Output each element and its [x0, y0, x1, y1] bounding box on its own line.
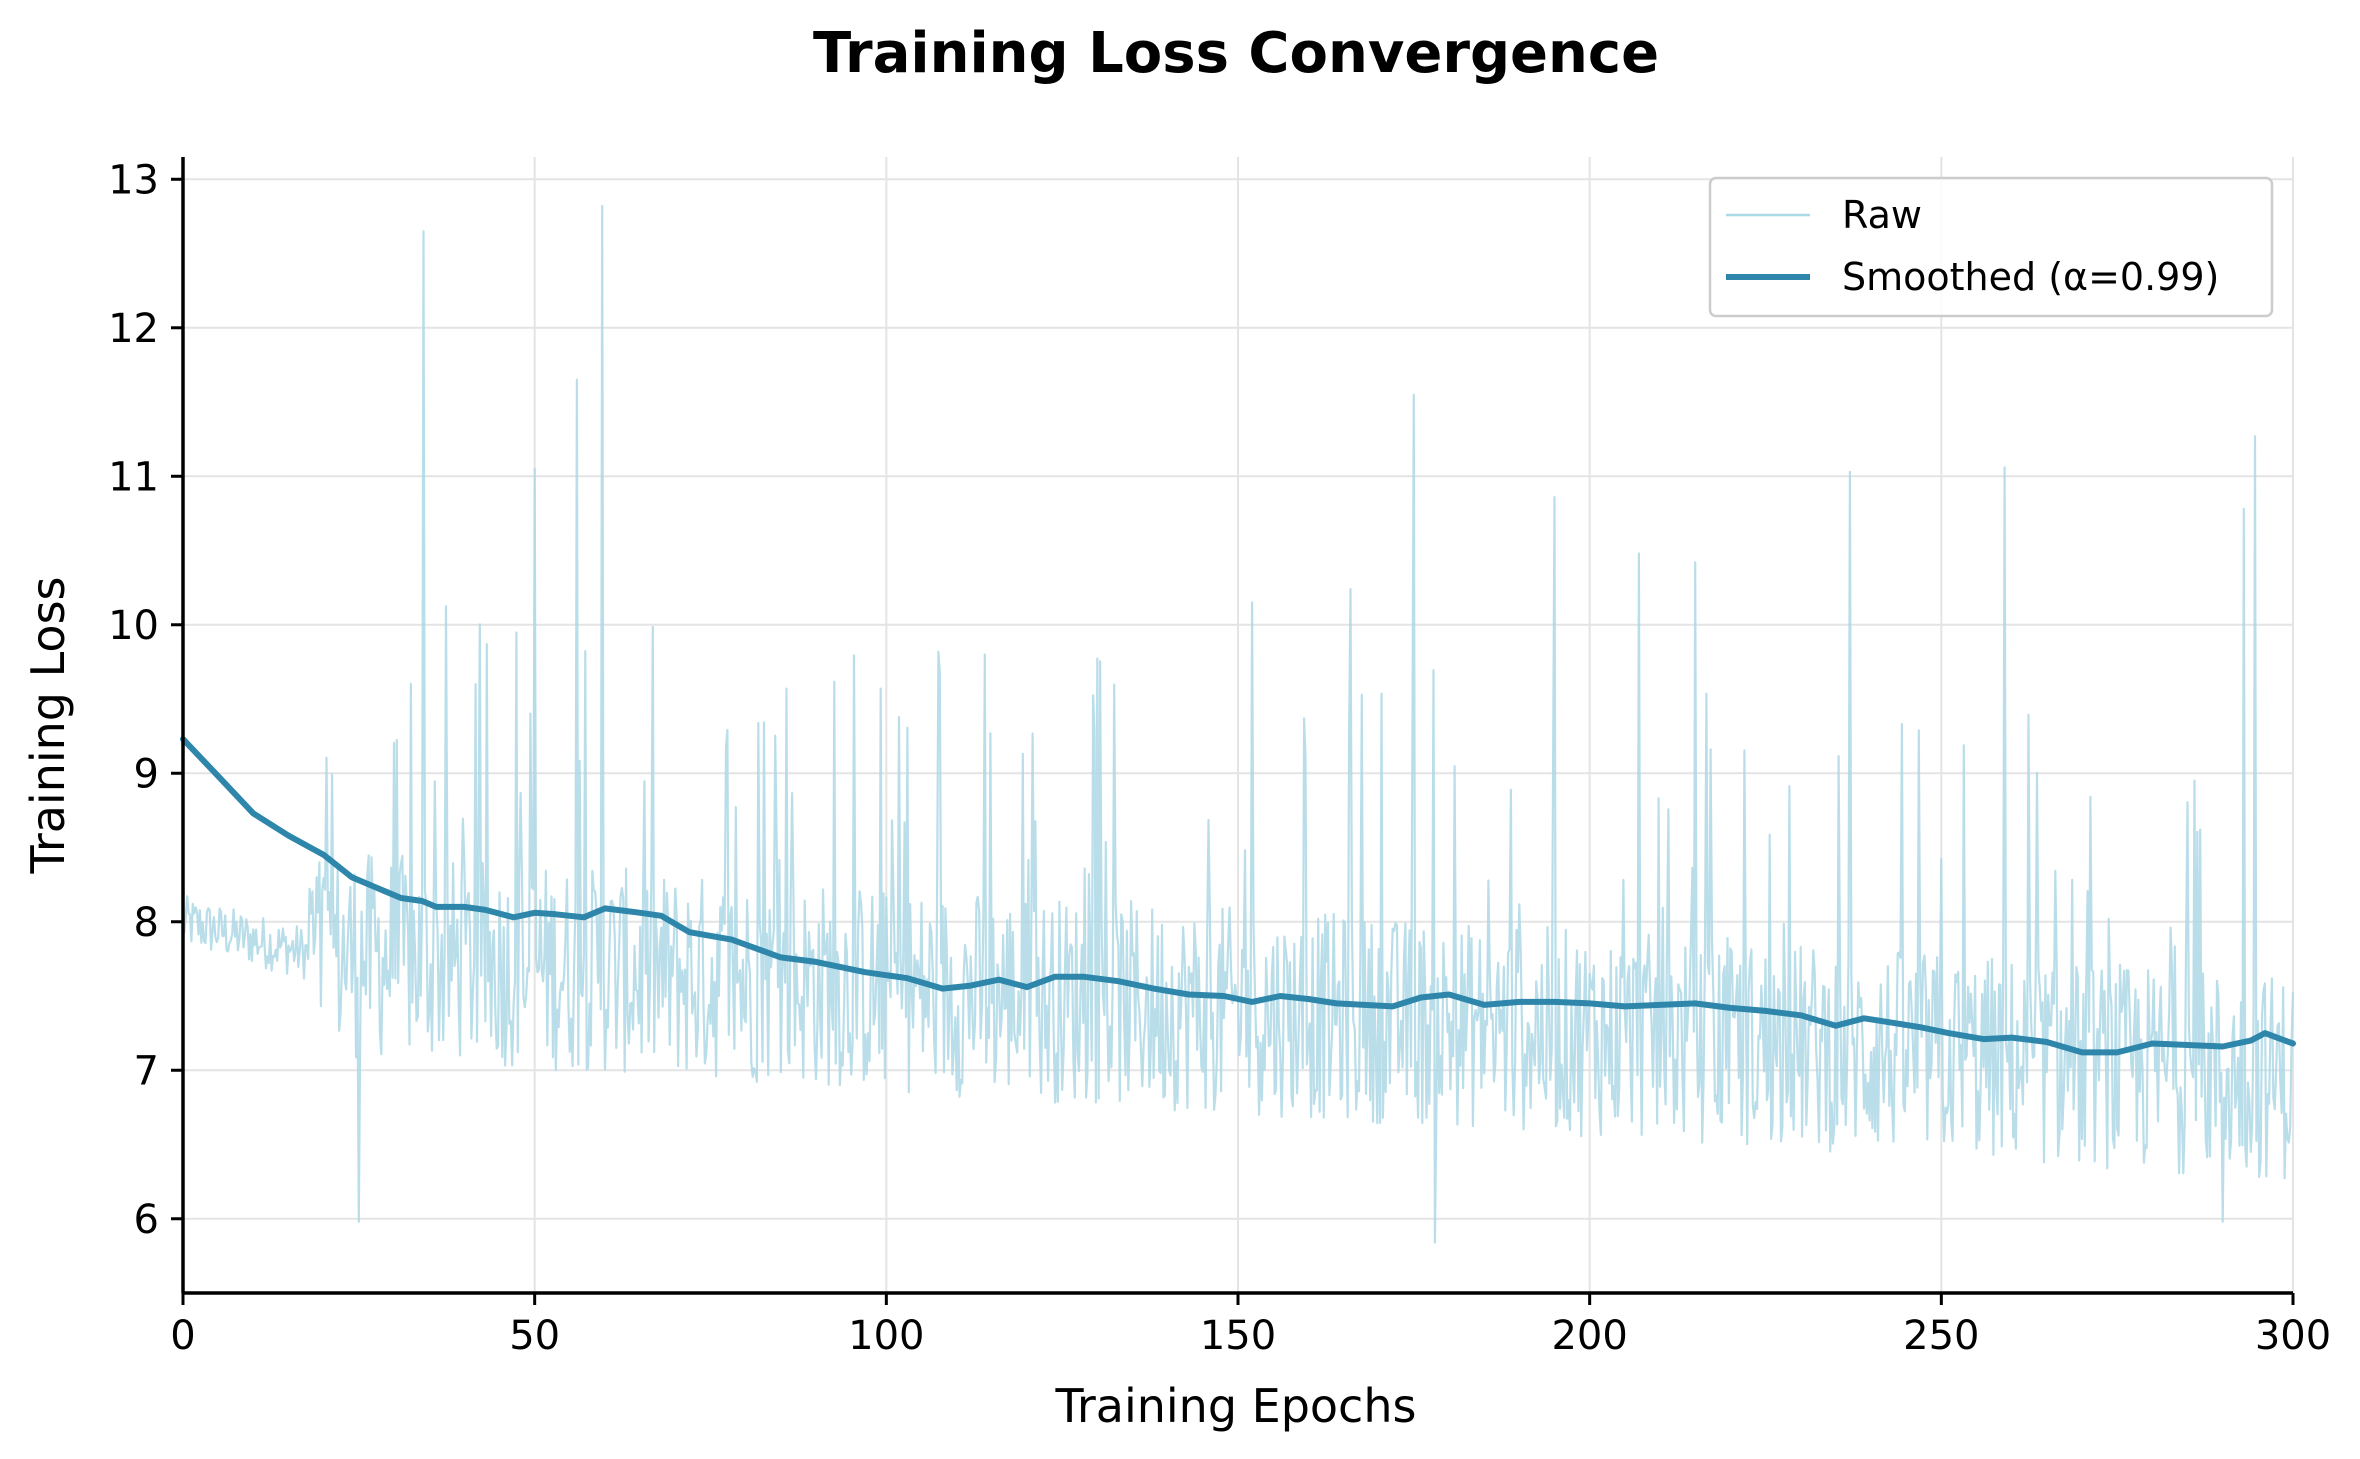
y-tick-label: 8 — [134, 900, 159, 946]
legend-raw-label: Raw — [1842, 193, 1922, 237]
x-tick-label: 100 — [848, 1313, 924, 1359]
x-tick-label: 0 — [170, 1313, 195, 1359]
legend: Raw Smoothed (α=0.99) — [1708, 176, 2274, 318]
series-smoothed — [180, 736, 2296, 1056]
x-tick-label: 250 — [1903, 1313, 1979, 1359]
y-tick-label: 11 — [108, 454, 159, 500]
ticks: 0 50 100 150 200 250 300 6 7 8 9 10 11 12 13 — [108, 157, 2331, 1359]
y-axis-label: Training Loss — [21, 576, 75, 874]
y-tick-label: 13 — [108, 157, 159, 203]
y-tick-label: 7 — [134, 1048, 159, 1094]
y-tick-label: 10 — [108, 603, 159, 649]
y-tick-label: 9 — [134, 751, 159, 797]
chart-title: Training Loss Convergence — [813, 21, 1659, 86]
x-tick-label: 200 — [1551, 1313, 1627, 1359]
x-axis-label: Training Epochs — [1055, 1379, 1417, 1433]
x-tick-label: 300 — [2255, 1313, 2331, 1359]
smoothed-loss-line — [180, 736, 2296, 1056]
x-tick-label: 150 — [1200, 1313, 1276, 1359]
x-tick-label: 50 — [509, 1313, 560, 1359]
legend-frame — [1708, 176, 2274, 318]
y-tick-label: 6 — [134, 1197, 159, 1243]
legend-smoothed-label: Smoothed (α=0.99) — [1842, 255, 2219, 299]
y-tick-label: 12 — [108, 306, 159, 352]
